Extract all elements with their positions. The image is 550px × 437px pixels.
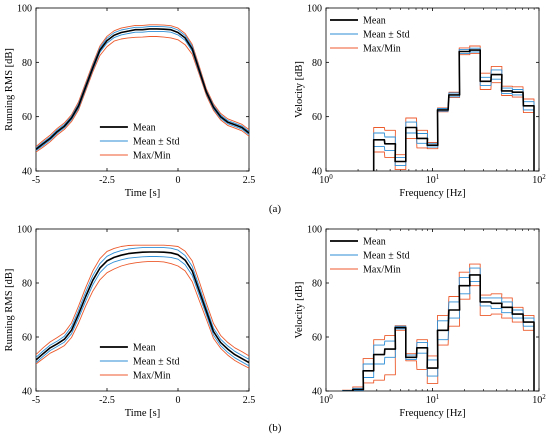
- series-std-line: [373, 47, 535, 171]
- x-tick-label: 0: [176, 395, 181, 406]
- series-std-line: [373, 51, 535, 171]
- legend-label: Mean: [133, 123, 156, 134]
- panel-a-left: 40 60 80 100 -5 -2.5 0 2.5 Time [s] Running RMS […: [4, 4, 255, 200]
- y-axis-label: Running RMS [dB]: [4, 269, 15, 352]
- x-tick-label: 102: [532, 173, 546, 186]
- series-maxmin-line: [36, 24, 249, 147]
- x-tick-label: 100: [319, 393, 333, 406]
- series-mean-line: [36, 28, 249, 150]
- panel-b-left: 40 60 80 100 -5 -2.5 0 2.5 Time [s] Running RMS […: [4, 225, 255, 420]
- series-maxmin-line: [373, 52, 535, 171]
- panel-b-right: 40 60 80 100 100 101 102 Frequency [Hz] Velocity…: [294, 225, 546, 420]
- x-axis-label: Frequency [Hz]: [399, 408, 465, 419]
- y-tick-label: 60: [312, 333, 322, 344]
- axes-frame: [35, 7, 250, 172]
- caption-b: (b): [269, 422, 282, 434]
- series-maxmin-line: [373, 45, 535, 171]
- axes-frame: [35, 228, 250, 392]
- x-axis-label: Time [s]: [125, 408, 161, 419]
- y-axis-label: Running RMS [dB]: [4, 48, 15, 131]
- x-tick-label: 102: [532, 393, 546, 406]
- x-axis-label: Frequency [Hz]: [399, 188, 465, 199]
- y-axis-label: Velocity [dB]: [294, 61, 305, 118]
- y-axis-label: Velocity [dB]: [294, 282, 305, 339]
- legend-label: Mean: [363, 237, 386, 248]
- legend-label: Max/Min: [133, 151, 171, 162]
- y-tick-label: 100: [17, 225, 32, 236]
- x-tick-label: -2.5: [99, 395, 115, 406]
- axes-frame: [325, 7, 540, 172]
- series-mean-line: [342, 274, 535, 391]
- axes-frame: [325, 228, 540, 392]
- legend-label: Mean ± Std: [363, 251, 410, 262]
- legend-label: Mean ± Std: [363, 30, 410, 41]
- y-tick-label: 40: [22, 167, 32, 178]
- y-tick-label: 80: [22, 279, 32, 290]
- legend-label: Max/Min: [133, 371, 171, 382]
- y-tick-label: 80: [312, 58, 322, 69]
- y-tick-label: 40: [22, 387, 32, 398]
- series-mean-line: [36, 251, 249, 364]
- y-tick-label: 100: [307, 4, 322, 15]
- x-tick-label: 0: [176, 175, 181, 186]
- legend-label: Mean ± Std: [133, 137, 180, 148]
- legend-label: Max/Min: [363, 44, 401, 55]
- y-tick-label: 40: [312, 387, 322, 398]
- series-maxmin-line: [36, 260, 249, 369]
- x-tick-label: 2.5: [243, 395, 256, 406]
- x-tick-label: -5: [32, 395, 40, 406]
- y-tick-label: 80: [22, 58, 32, 69]
- y-tick-label: 60: [22, 112, 32, 123]
- series-std-line: [36, 256, 249, 367]
- legend-label: Mean: [363, 16, 386, 27]
- legend-label: Mean: [133, 343, 156, 354]
- y-tick-label: 60: [312, 112, 322, 123]
- series-std-line: [36, 30, 249, 151]
- series-std-line: [36, 246, 249, 360]
- y-tick-label: 100: [307, 225, 322, 236]
- series-maxmin-line: [36, 36, 249, 153]
- x-tick-label: 101: [426, 393, 440, 406]
- y-tick-label: 80: [312, 279, 322, 290]
- x-tick-label: -2.5: [99, 175, 115, 186]
- series-mean-line: [372, 49, 535, 171]
- y-tick-label: 100: [17, 4, 32, 15]
- panel-a-right: 40 60 80 100 100 101 102 Frequency [Hz] Velocity…: [294, 4, 546, 200]
- caption-a: (a): [269, 203, 282, 215]
- legend-label: Mean ± Std: [133, 357, 180, 368]
- x-tick-label: 2.5: [243, 175, 256, 186]
- y-tick-label: 60: [22, 333, 32, 344]
- x-tick-label: -5: [32, 175, 40, 186]
- legend-label: Max/Min: [363, 265, 401, 276]
- x-axis-label: Time [s]: [125, 188, 161, 199]
- series-maxmin-line: [36, 244, 249, 357]
- x-tick-label: 100: [319, 173, 333, 186]
- y-tick-label: 40: [312, 167, 322, 178]
- x-tick-label: 101: [426, 173, 440, 186]
